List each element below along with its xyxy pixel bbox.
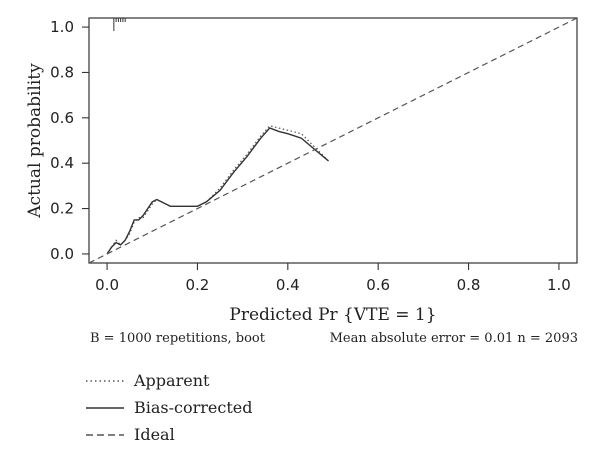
- chart-legend: Apparent Bias-corrected Ideal: [84, 367, 253, 448]
- chart-axes: 0.0 0.2 0.4 0.6 0.8 1.0 0.0 0.2 0.4 0.6 0.8 1.0: [50, 17, 578, 294]
- chart-rug-layer: [113, 18, 126, 32]
- legend-label-ideal: Ideal: [134, 425, 175, 444]
- series-line-ideal: [89, 18, 577, 263]
- y-tick-label: 0.6: [50, 109, 74, 127]
- x-tick-label: 0.6: [366, 276, 390, 294]
- legend-swatch-apparent: [86, 379, 124, 382]
- series-line-bias-corrected: [106, 127, 329, 255]
- x-tick-label: 0.2: [186, 276, 210, 294]
- plot-frame: [88, 17, 578, 264]
- legend-item-bias-corrected: Bias-corrected: [84, 394, 253, 421]
- y-tick-label: 0.8: [50, 63, 74, 81]
- y-tick-label: 0.2: [50, 200, 74, 218]
- footer-error-summary: Mean absolute error = 0.01 n = 2093: [329, 331, 578, 346]
- x-tick-label: 0.0: [95, 276, 119, 294]
- x-axis-title: Predicted Pr {VTE = 1}: [229, 305, 436, 325]
- y-tick-label: 0.0: [50, 245, 74, 263]
- legend-item-ideal: Ideal: [84, 421, 253, 448]
- chart-series-layer: [89, 18, 577, 263]
- series-line-apparent: [106, 125, 329, 255]
- legend-label-bias-corrected: Bias-corrected: [134, 398, 253, 417]
- x-tick-label: 0.8: [457, 276, 481, 294]
- y-axis-title: Actual probability: [25, 63, 45, 219]
- legend-swatch-ideal: [86, 433, 124, 436]
- y-tick-label: 1.0: [50, 18, 74, 36]
- calibration-chart: 0.0 0.2 0.4 0.6 0.8 1.0 0.0 0.2 0.4 0.6 0.8 1.0 Pre…: [25, 17, 578, 325]
- footer-bootstrap-note: B = 1000 repetitions, boot: [90, 331, 265, 346]
- legend-label-apparent: Apparent: [134, 371, 210, 390]
- legend-item-apparent: Apparent: [84, 367, 253, 394]
- y-tick-label: 0.4: [50, 154, 74, 172]
- x-tick-label: 1.0: [547, 276, 571, 294]
- x-tick-label: 0.4: [276, 276, 300, 294]
- legend-swatch-bias-corrected: [86, 406, 124, 409]
